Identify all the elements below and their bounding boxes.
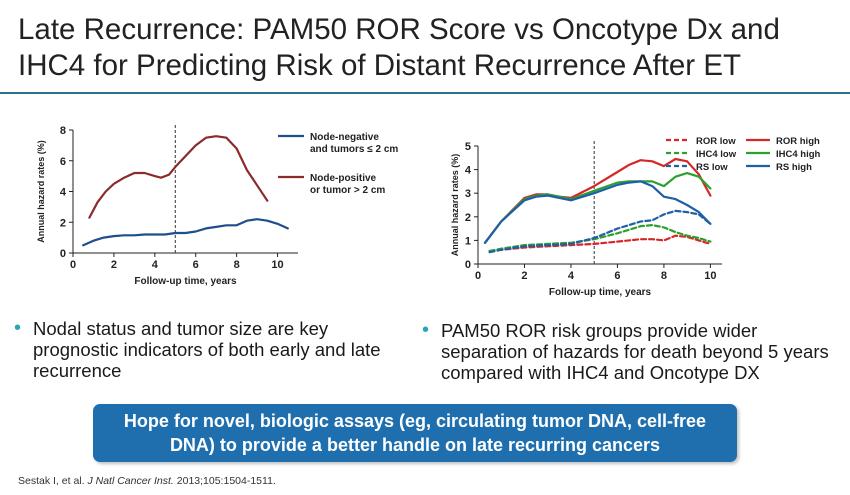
- y-tick-label: 5: [465, 141, 471, 153]
- y-tick-label: 4: [60, 187, 67, 199]
- y-tick-label: 2: [465, 212, 471, 224]
- x-tick-label: 0: [70, 259, 76, 271]
- y-tick-label: 6: [60, 156, 66, 168]
- series-line: [483, 180, 712, 244]
- bullet-text: Nodal status and tumor size are key prog…: [33, 318, 381, 381]
- title-divider: [0, 92, 850, 94]
- series-line: [488, 209, 712, 254]
- series-line: [488, 223, 712, 253]
- x-tick-label: 10: [271, 259, 283, 271]
- bullet-nodal-status: • Nodal status and tumor size are key pr…: [14, 317, 384, 382]
- legend-label: Node-negative: [310, 132, 379, 143]
- series-line: [88, 135, 269, 219]
- x-tick-label: 6: [193, 259, 199, 271]
- x-tick-label: 6: [614, 270, 620, 282]
- x-axis-label: Follow-up time, years: [134, 276, 237, 287]
- bullet-dot-icon: •: [14, 317, 22, 339]
- chart-nodal-status: 0 2 4 6 8 10 0 2 4 6 8 Follow-up time, years Annual …: [36, 124, 398, 287]
- y-tick-label: 0: [465, 259, 471, 271]
- x-tick-label: 10: [704, 270, 716, 282]
- legend-label: Node-positive: [310, 173, 377, 184]
- y-tick-label: 0: [60, 248, 66, 260]
- bullet-text: PAM50 ROR risk groups provide wider sepa…: [441, 320, 829, 383]
- y-axis-label: Annual hazard rates (%): [36, 140, 46, 243]
- y-tick-label: 2: [60, 217, 66, 229]
- legend-label: RS low: [696, 162, 728, 173]
- legend-label: ROR high: [776, 136, 820, 147]
- legend-label: and tumors ≤ 2 cm: [310, 144, 398, 155]
- callout-banner: Hope for novel, biologic assays (eg, cir…: [93, 404, 737, 462]
- x-tick-label: 8: [234, 259, 240, 271]
- y-axis-label: Annual hazard rates (%): [450, 154, 460, 257]
- chart-risk-groups: 0 2 4 6 8 10 0 1 2 3 4 5 Follow-up time, years Annual…: [450, 136, 821, 298]
- bullet-dot-icon: •: [422, 319, 430, 341]
- y-tick-label: 3: [465, 188, 471, 200]
- x-tick-label: 4: [568, 270, 575, 282]
- legend-label: IHC4 low: [696, 149, 737, 160]
- slide-title: Late Recurrence: PAM50 ROR Score vs Onco…: [18, 13, 780, 82]
- legend-label: or tumor > 2 cm: [310, 185, 385, 196]
- x-tick-label: 0: [475, 270, 481, 282]
- x-tick-label: 2: [521, 270, 527, 282]
- citation-authors: Sestak I, et al.: [18, 475, 85, 487]
- citation-details: 2013;105:1504-1511.: [176, 475, 276, 487]
- legend-label: RS high: [776, 162, 812, 173]
- x-axis-label: Follow-up time, years: [549, 287, 652, 298]
- y-tick-label: 1: [465, 235, 471, 247]
- series-line: [82, 218, 289, 247]
- bullet-pam50: • PAM50 ROR risk groups provide wider se…: [422, 319, 842, 384]
- y-tick-label: 8: [60, 125, 66, 137]
- series-line: [483, 157, 712, 244]
- citation-journal: J Natl Cancer Inst.: [87, 475, 174, 487]
- legend-label: ROR low: [696, 136, 736, 147]
- x-tick-label: 8: [661, 270, 667, 282]
- legend-label: IHC4 high: [776, 149, 821, 160]
- x-tick-label: 4: [152, 259, 159, 271]
- series-line: [488, 234, 712, 253]
- x-tick-label: 2: [111, 259, 117, 271]
- y-tick-label: 4: [465, 165, 472, 177]
- citation: Sestak I, et al. J Natl Cancer Inst. 201…: [18, 475, 276, 487]
- banner-text: Hope for novel, biologic assays (eg, cir…: [123, 411, 707, 455]
